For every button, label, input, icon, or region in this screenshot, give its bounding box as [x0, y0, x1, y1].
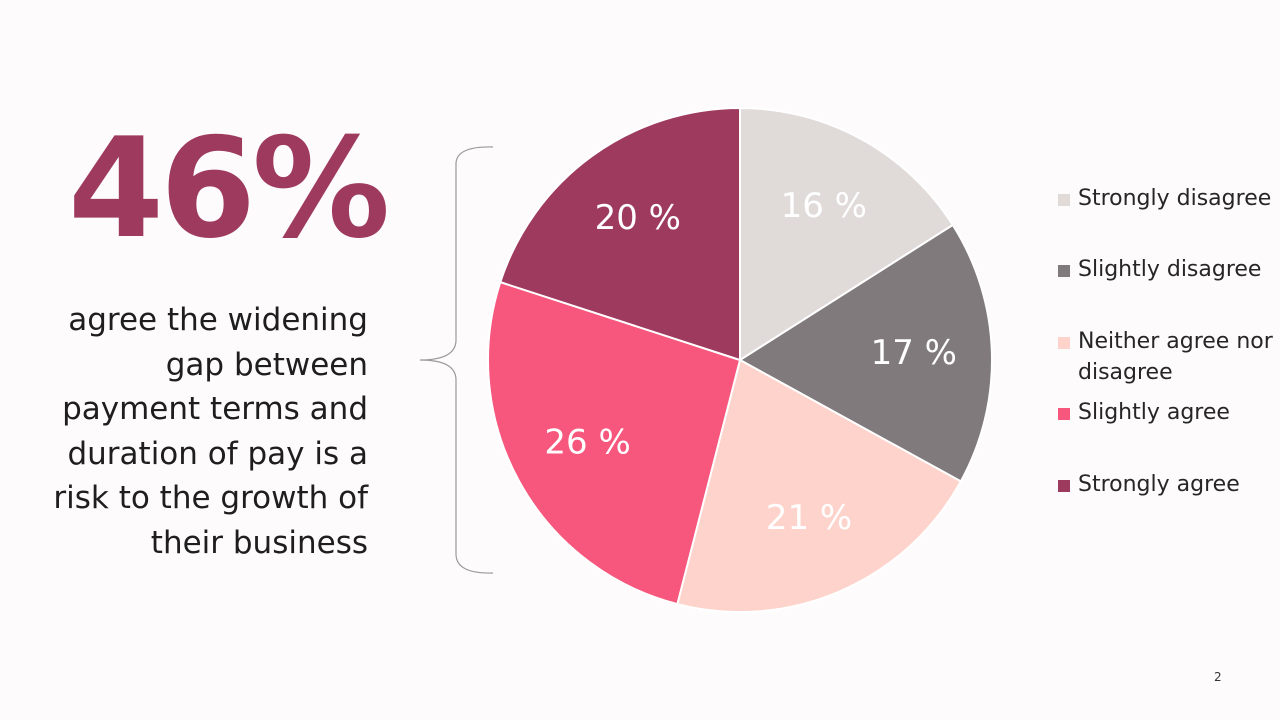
pie-slice-strongly-disagree: [739, 106, 955, 362]
page-number: 2: [1214, 670, 1222, 684]
legend-item: Neither agree nor disagree: [1058, 326, 1273, 388]
legend-item: Slightly agree: [1058, 397, 1230, 428]
headline-line: duration of pay is a: [67, 435, 368, 472]
legend-swatch: [1058, 480, 1070, 492]
pie-slice-strongly-agree: [499, 106, 741, 362]
slice-data-label: 16 %: [781, 186, 867, 226]
legend-swatch: [1058, 265, 1070, 277]
legend-swatch: [1058, 194, 1070, 206]
pie-chart: 16 % 17 % 21 % 26 % 20 %: [487, 106, 993, 613]
legend-label: Strongly disagree: [1078, 186, 1272, 211]
headline-line: gap between: [165, 346, 368, 383]
legend-label: Strongly agree: [1078, 472, 1240, 497]
slice-data-label: 17 %: [871, 333, 957, 373]
pie-slice-slightly-disagree: [738, 223, 993, 483]
legend-swatch: [1058, 337, 1070, 349]
slice-data-label: 21 %: [766, 498, 852, 538]
legend-label: disagree: [1078, 360, 1173, 385]
legend-label: Slightly agree: [1078, 400, 1230, 425]
pie-slice-slightly-agree: [487, 280, 742, 606]
slice-data-label: 20 %: [595, 198, 681, 238]
legend-item: Strongly agree: [1058, 469, 1240, 500]
pie-slice-neither-agree-nor-disagree: [676, 358, 963, 613]
legend-label: Slightly disagree: [1078, 257, 1262, 282]
legend-item: Slightly disagree: [1058, 254, 1261, 285]
headline-line: risk to the growth of: [53, 480, 368, 516]
headline-line: payment terms and: [62, 391, 368, 427]
headline-description: agree the widening gap between payment t…: [28, 298, 368, 565]
legend-label: Neither agree nor: [1078, 329, 1273, 354]
headline-stat: 46%: [68, 108, 390, 269]
curly-brace: [419, 146, 494, 574]
headline-line: their business: [150, 524, 368, 561]
slice-data-label: 26 %: [544, 422, 630, 462]
legend-item: Strongly disagree: [1058, 183, 1271, 214]
legend-swatch: [1058, 408, 1070, 420]
headline-line: agree the widening: [68, 302, 368, 338]
